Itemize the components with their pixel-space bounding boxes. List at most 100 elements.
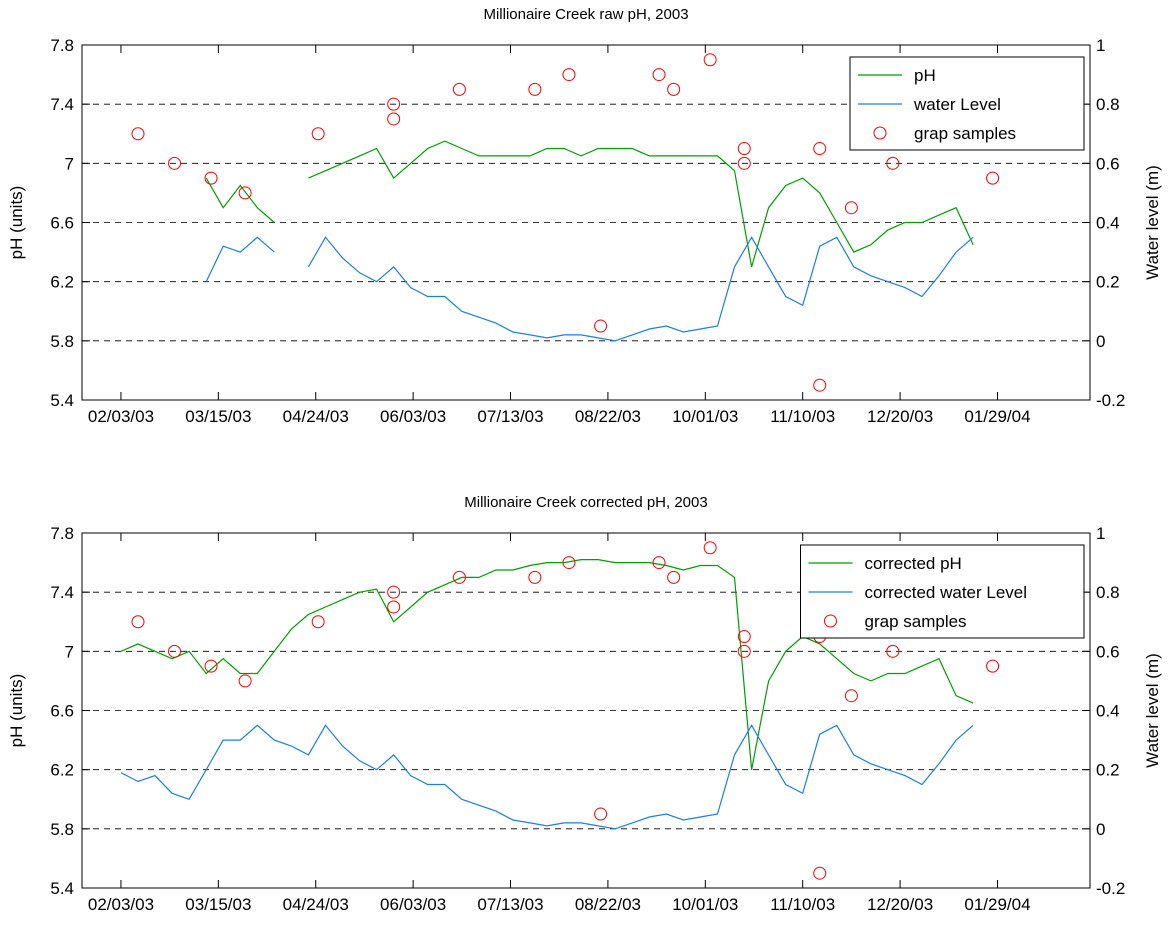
x-tick-label: 12/20/03	[867, 407, 933, 426]
grab-sample	[594, 807, 608, 821]
grab-sample	[986, 659, 1000, 673]
grab-sample	[168, 156, 182, 170]
grab-sample	[562, 68, 576, 82]
series-line	[120, 724, 974, 830]
y2-tick-label: 0.8	[1096, 583, 1120, 602]
x-tick-label: 01/29/04	[964, 895, 1030, 914]
x-tick-label: 10/01/03	[672, 895, 738, 914]
y-tick-label: 6.6	[50, 214, 74, 233]
grab-sample	[204, 659, 218, 673]
grab-sample	[238, 186, 252, 200]
legend-label: corrected pH	[865, 554, 962, 573]
x-tick-label: 04/24/03	[283, 895, 349, 914]
grab-sample	[238, 674, 252, 688]
grab-sample	[131, 127, 145, 141]
grab-sample	[737, 644, 751, 658]
x-tick-label: 07/13/03	[477, 895, 543, 914]
y-tick-label: 7	[65, 642, 74, 661]
grab-sample	[387, 112, 401, 126]
x-tick-label: 02/03/03	[88, 895, 154, 914]
x-tick-label: 07/13/03	[477, 407, 543, 426]
y-tick-label: 7.8	[50, 36, 74, 55]
y-tick-label: 7	[65, 154, 74, 173]
y-tick-label: 7.4	[50, 95, 74, 114]
y2-tick-label: 0.4	[1096, 214, 1120, 233]
series-line	[205, 140, 974, 268]
y-tick-label: 6.2	[50, 273, 74, 292]
x-tick-label: 06/03/03	[380, 407, 446, 426]
y2-tick-label: 0.6	[1096, 642, 1120, 661]
legend-marker	[873, 126, 887, 140]
grab-sample	[703, 53, 717, 67]
legend-label: pH	[914, 66, 936, 85]
grab-sample	[131, 615, 145, 629]
x-tick-label: 08/22/03	[575, 895, 641, 914]
y-axis-label: pH (units)	[7, 674, 26, 748]
grab-sample	[844, 201, 858, 215]
y-tick-label: 5.4	[50, 391, 74, 410]
y2-tick-label: 0.4	[1096, 702, 1120, 721]
y2-tick-label: 1	[1096, 524, 1105, 543]
grab-sample	[168, 644, 182, 658]
y2-tick-label: 0.2	[1096, 761, 1120, 780]
grab-sample	[886, 156, 900, 170]
series-line	[205, 236, 974, 342]
grab-sample	[737, 156, 751, 170]
y2-axis-label: Water level (m)	[1143, 165, 1162, 280]
grab-sample	[594, 319, 608, 333]
grab-sample	[528, 570, 542, 584]
grab-sample	[703, 541, 717, 555]
x-tick-label: 03/15/03	[185, 895, 251, 914]
grab-sample	[652, 556, 666, 570]
y-tick-label: 6.6	[50, 702, 74, 721]
grab-sample	[652, 68, 666, 82]
grab-sample	[311, 127, 325, 141]
grab-sample	[204, 171, 218, 185]
y2-tick-label: 0	[1096, 332, 1105, 351]
grab-sample	[844, 689, 858, 703]
grab-sample	[737, 630, 751, 644]
x-tick-label: 01/29/04	[964, 407, 1030, 426]
axes-box	[81, 44, 1091, 401]
x-tick-label: 06/03/03	[380, 895, 446, 914]
y-tick-label: 5.4	[50, 879, 74, 898]
y2-tick-label: 0.2	[1096, 273, 1120, 292]
y2-tick-label: -0.2	[1096, 391, 1125, 410]
x-tick-label: 08/22/03	[575, 407, 641, 426]
chart-title: Millionaire Creek corrected pH, 2003	[464, 494, 707, 511]
legend-marker	[824, 614, 837, 628]
axes-box	[81, 532, 1091, 889]
grab-sample	[562, 556, 576, 570]
x-tick-label: 12/20/03	[867, 895, 933, 914]
y-tick-label: 7.8	[50, 524, 74, 543]
legend-label: corrected water Level	[865, 583, 1028, 602]
grab-sample	[387, 97, 401, 111]
y-tick-label: 6.2	[50, 761, 74, 780]
y2-tick-label: -0.2	[1096, 879, 1125, 898]
grab-sample	[452, 570, 466, 584]
grab-sample	[667, 82, 681, 96]
grab-sample	[387, 585, 401, 599]
y2-tick-label: 1	[1096, 36, 1105, 55]
y-tick-label: 5.8	[50, 332, 74, 351]
grab-sample	[813, 142, 827, 156]
x-tick-label: 11/10/03	[770, 407, 835, 426]
grab-sample	[667, 570, 681, 584]
legend-label: grap samples	[914, 124, 1016, 143]
chart-title: Millionaire Creek raw pH, 2003	[483, 6, 688, 23]
grab-sample	[737, 142, 751, 156]
grab-sample	[387, 600, 401, 614]
y-tick-label: 5.8	[50, 820, 74, 839]
grab-sample	[986, 171, 1000, 185]
legend: pH water Level grap samples	[849, 56, 1085, 151]
grab-sample	[813, 866, 827, 880]
x-tick-label: 04/24/03	[283, 407, 349, 426]
grab-sample	[886, 644, 900, 658]
grab-sample	[528, 82, 542, 96]
y-tick-label: 7.4	[50, 583, 74, 602]
grab-sample	[813, 378, 827, 392]
series-line	[120, 559, 974, 770]
x-tick-label: 10/01/03	[672, 407, 738, 426]
x-tick-label: 02/03/03	[88, 407, 154, 426]
